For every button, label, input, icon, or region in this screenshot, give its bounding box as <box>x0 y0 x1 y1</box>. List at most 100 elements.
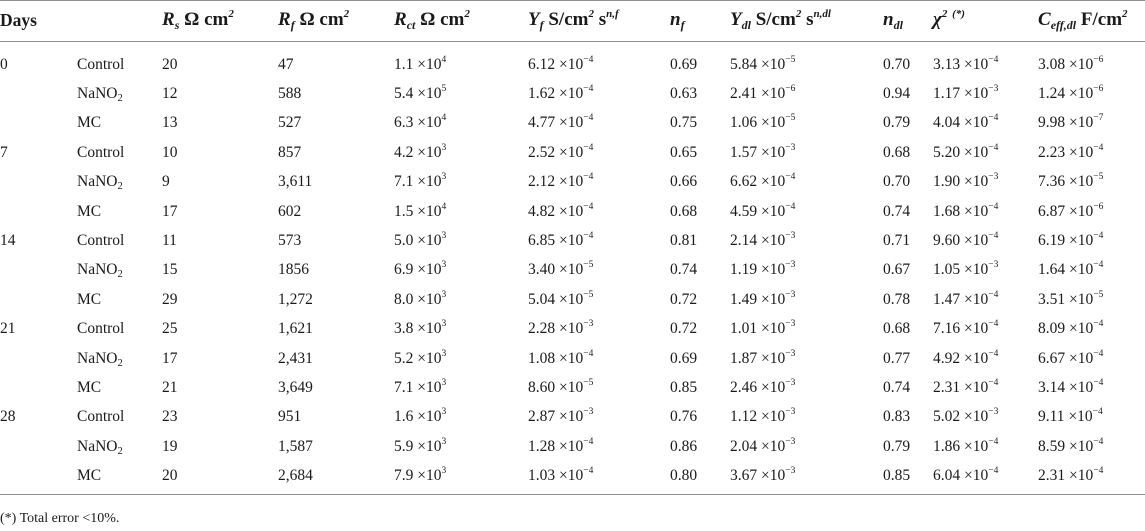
cell-rs: 9 <box>162 173 170 191</box>
cell-sample: Control <box>77 55 125 73</box>
cell-yf: 1.28 ×10−4 <box>528 436 594 455</box>
cell-chi2: 1.90 ×10−3 <box>933 172 999 191</box>
cell-rf: 3,611 <box>278 173 313 191</box>
eis-parameters-table: Days Rs Ω cm2 Rf Ω cm2 Rct Ω cm2 Yf S/cm… <box>0 0 1145 495</box>
cell-ceff: 1.24 ×10−6 <box>1038 84 1104 103</box>
cell-ndl: 0.74 <box>883 378 911 396</box>
cell-ceff: 2.23 ×10−4 <box>1038 142 1104 161</box>
cell-rct: 5.9 ×103 <box>394 436 447 455</box>
cell-rct: 8.0 ×103 <box>394 289 447 308</box>
cell-ceff: 9.98 ×10−7 <box>1038 113 1104 132</box>
cell-ceff: 9.11 ×10−4 <box>1038 407 1103 426</box>
table-row: NaNO2 15 1856 6.9 ×103 3.40 ×10−5 0.74 1.19 ×1… <box>0 256 1145 285</box>
cell-rf: 1,587 <box>278 437 313 455</box>
cell-sample: NaNO2 <box>77 173 123 193</box>
cell-ceff: 6.87 ×10−6 <box>1038 201 1104 220</box>
table-row: MC 21 3,649 7.1 ×103 8.60 ×10−5 0.85 2.46 ×10−… <box>0 373 1145 402</box>
cell-rs: 11 <box>162 232 177 250</box>
cell-sample: NaNO2 <box>77 349 123 369</box>
cell-yf: 2.28 ×10−3 <box>528 319 594 338</box>
cell-chi2: 7.16 ×10−4 <box>933 319 999 338</box>
cell-rs: 29 <box>162 290 178 308</box>
cell-rct: 5.2 ×103 <box>394 348 447 367</box>
cell-nf: 0.81 <box>670 232 698 250</box>
cell-rs: 20 <box>162 461 278 495</box>
cell-rct: 1.6 ×103 <box>394 407 447 426</box>
header-rct: Rct Ω cm2 <box>394 0 528 42</box>
cell-rf: 527 <box>278 114 302 132</box>
cell-ndl: 0.68 <box>883 320 911 338</box>
cell-ceff: 8.09 ×10−4 <box>1038 319 1104 338</box>
table-row: 21 Control 25 1,621 3.8 ×103 2.28 ×10−3 0.72 1.… <box>0 315 1145 344</box>
cell-days <box>0 344 77 373</box>
cell-ydl: 5.84 ×10−5 <box>730 54 796 73</box>
cell-yf: 1.08 ×10−4 <box>528 348 594 367</box>
cell-ndl: 0.70 <box>883 173 911 191</box>
table-row: 28 Control 23 951 1.6 ×103 2.87 ×10−3 0.76 1.12… <box>0 403 1145 432</box>
cell-rf: 1,272 <box>278 290 313 308</box>
cell-rct: 1.5 ×104 <box>394 201 447 220</box>
cell-rf: 951 <box>278 408 302 426</box>
cell-chi2: 1.05 ×10−3 <box>933 260 999 279</box>
cell-rs: 25 <box>162 320 178 338</box>
table-row: MC 17 602 1.5 ×104 4.82 ×10−4 0.68 4.59 ×10−4 0… <box>0 197 1145 226</box>
table-row: 0 Control 20 47 1.1 ×104 6.12 ×10−4 0.69 5.84 ×… <box>0 42 1145 80</box>
cell-days <box>0 79 77 108</box>
cell-ndl: 0.74 <box>883 202 911 220</box>
cell-rf: 47 <box>278 55 294 73</box>
cell-sample: MC <box>77 202 102 220</box>
cell-ceff: 3.51 ×10−5 <box>1038 289 1104 308</box>
header-ndl: ndl <box>883 0 933 42</box>
cell-chi2: 1.17 ×10−3 <box>933 84 999 103</box>
cell-nf: 0.72 <box>670 290 698 308</box>
cell-sample: NaNO2 <box>77 261 123 281</box>
cell-sample: NaNO2 <box>77 437 123 457</box>
cell-nf: 0.76 <box>670 408 698 426</box>
header-yf: Yf S/cm2 sn,f <box>528 0 670 42</box>
cell-nf: 0.86 <box>670 437 698 455</box>
table-header: Days Rs Ω cm2 Rf Ω cm2 Rct Ω cm2 Yf S/cm… <box>0 0 1145 42</box>
cell-nf: 0.80 <box>670 461 730 495</box>
cell-ceff: 2.31 ×10−4 <box>1038 461 1145 495</box>
cell-sample: Control <box>77 320 125 338</box>
cell-ndl: 0.71 <box>883 232 911 250</box>
cell-rct: 6.9 ×103 <box>394 260 447 279</box>
header-days: Days <box>0 0 77 42</box>
cell-rct: 5.0 ×103 <box>394 231 447 250</box>
cell-chi2: 1.47 ×10−4 <box>933 289 999 308</box>
cell-ceff: 1.64 ×10−4 <box>1038 260 1104 279</box>
cell-ydl: 6.62 ×10−4 <box>730 172 796 191</box>
cell-rf: 602 <box>278 202 302 220</box>
cell-yf: 4.82 ×10−4 <box>528 201 594 220</box>
cell-rct: 1.1 ×104 <box>394 54 447 73</box>
cell-rf: 3,649 <box>278 378 313 396</box>
cell-sample: Control <box>77 143 125 161</box>
cell-sample: MC <box>77 290 102 308</box>
cell-rf: 857 <box>278 143 302 161</box>
cell-yf: 2.12 ×10−4 <box>528 172 594 191</box>
cell-rs: 23 <box>162 408 178 426</box>
cell-rs: 17 <box>162 202 178 220</box>
table-row: MC 20 2,684 7.9 ×103 1.03 ×10−4 0.80 3.67 ×10−… <box>0 461 1145 495</box>
header-rs: Rs Ω cm2 <box>162 0 278 42</box>
cell-days: 28 <box>0 408 16 426</box>
cell-days <box>0 256 77 285</box>
table-footnote: (*) Total error <10%. <box>0 511 120 526</box>
table-row: 14 Control 11 573 5.0 ×103 6.85 ×10−4 0.81 2.14… <box>0 226 1145 255</box>
cell-ydl: 1.12 ×10−3 <box>730 407 796 426</box>
table-row: NaNO2 12 588 5.4 ×105 1.62 ×10−4 0.63 2.41 ×10… <box>0 79 1145 108</box>
cell-days <box>0 461 77 495</box>
cell-rct: 5.4 ×105 <box>394 84 447 103</box>
cell-days <box>0 168 77 197</box>
cell-rs: 13 <box>162 114 178 132</box>
cell-rs: 20 <box>162 55 178 73</box>
cell-nf: 0.69 <box>670 55 698 73</box>
cell-rf: 588 <box>278 85 302 103</box>
cell-yf: 5.04 ×10−5 <box>528 289 594 308</box>
cell-chi2: 6.04 ×10−4 <box>933 461 1038 495</box>
cell-rs: 21 <box>162 378 178 396</box>
cell-ndl: 0.85 <box>883 461 933 495</box>
cell-days <box>0 197 77 226</box>
cell-days <box>0 285 77 314</box>
cell-sample: MC <box>77 378 102 396</box>
